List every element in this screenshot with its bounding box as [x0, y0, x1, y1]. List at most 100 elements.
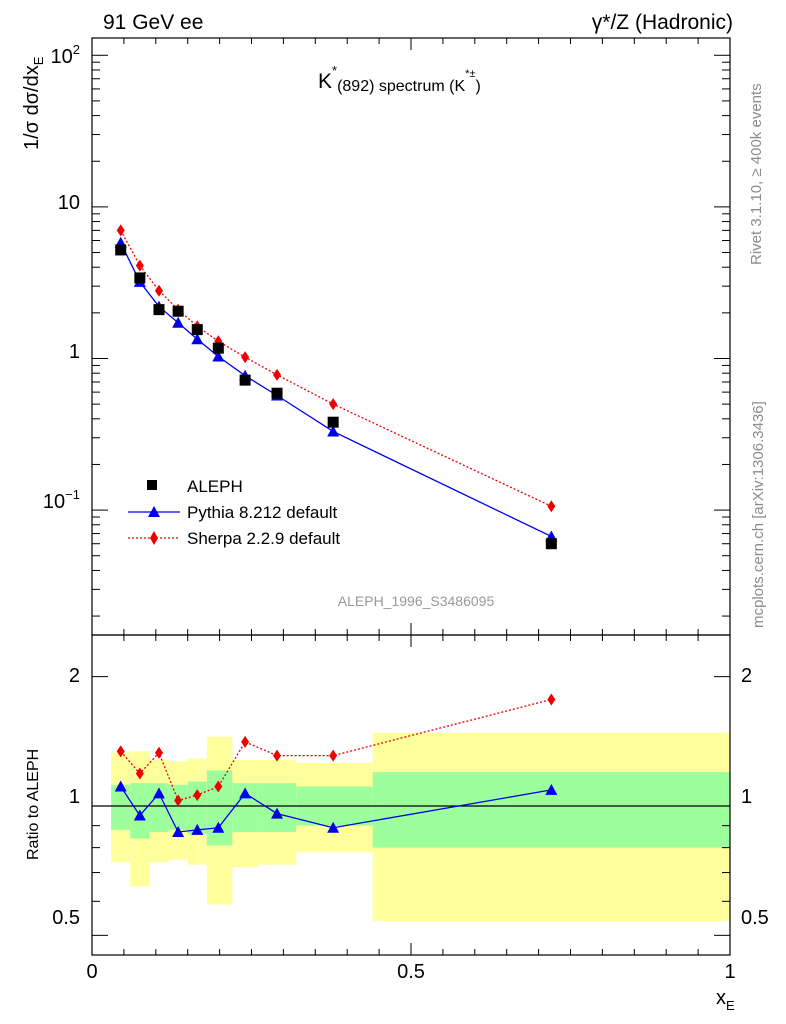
main-sherpa-point-7 [273, 368, 282, 381]
main-ytick-label-1: 1 [69, 341, 80, 363]
ratio-ytick-label-2-right: 2 [741, 665, 752, 687]
main-sherpa-point-0 [116, 224, 125, 237]
ratio-pythia-point-4 [191, 823, 204, 835]
main-ytick-100-exp: 2 [73, 42, 80, 57]
xtick-label-0: 0 [86, 961, 97, 983]
ratio-y-axis-title: Ratio to ALEPH [25, 749, 42, 860]
title-mid: (892) spectrum (K [337, 78, 465, 95]
mcplots-label: mcplots.cern.ch [arXiv:1306.3436] [750, 401, 767, 628]
main-series [114, 224, 558, 550]
header-left-label: 91 GeV ee [103, 11, 203, 34]
ratio-pythia-line [120, 786, 552, 833]
xtick-label-1: 1 [724, 961, 735, 983]
x-axis-title-sub: E [726, 998, 735, 1013]
legend: ALEPH Pythia 8.212 default Sherpa 2.2.9 … [128, 477, 340, 548]
legend-sherpa-marker [150, 531, 158, 545]
main-panel: K*(892) spectrum (K*±) ALEPH_1996_S34860… [21, 37, 731, 636]
ratio-sherpa-point-3 [174, 794, 183, 807]
uncertainty-band-inner-4 [187, 781, 207, 835]
legend-sherpa-label: Sherpa 2.2.9 default [187, 529, 340, 548]
ratio-sherpa-line [120, 698, 552, 802]
ratio-ytick-label-1-right: 1 [741, 786, 752, 808]
ratio-frame [91, 634, 731, 956]
main-aleph-point-1 [134, 272, 146, 284]
main-ticks [91, 38, 731, 635]
header-right-label: γ*/Z (Hadronic) [592, 11, 733, 34]
ratio-sherpa-point-8 [329, 749, 338, 762]
main-sherpa-line [120, 230, 552, 507]
ratio-pythia-point-5 [212, 821, 225, 833]
title-end: ) [475, 78, 480, 95]
chart-title: K*(892) spectrum (K*±) [318, 63, 481, 95]
main-aleph-point-3 [172, 305, 184, 317]
ratio-ytick-label-0.5-right: 0.5 [741, 907, 769, 929]
main-aleph-point-6 [239, 374, 251, 386]
ratio-pythia-point-7 [271, 807, 284, 819]
ratio-ytick-label-1-left: 1 [69, 786, 80, 808]
xtick-label-0.5: 0.5 [397, 961, 425, 983]
analysis-watermark: ALEPH_1996_S3486095 [338, 593, 495, 609]
ratio-uncertainty-bands [111, 732, 730, 921]
main-y-axis-title-sub: E [31, 56, 46, 65]
legend-pythia-label: Pythia 8.212 default [187, 503, 338, 522]
main-aleph-point-9 [545, 538, 557, 550]
rivet-label: Rivet 3.1.10, ≥ 400k events [748, 83, 765, 265]
ratio-pythia-point-0 [114, 780, 127, 792]
main-sherpa-point-8 [329, 398, 338, 411]
ratio-pythia-point-2 [152, 787, 165, 799]
legend-pythia-marker [148, 506, 160, 517]
main-pythia-point-8 [327, 425, 340, 437]
ratio-ytick-label-0.5-left: 0.5 [52, 907, 80, 929]
legend-aleph-marker [147, 480, 157, 490]
main-pythia-point-3 [172, 316, 185, 328]
legend-aleph-label: ALEPH [187, 477, 243, 496]
main-sherpa-point-6 [241, 351, 250, 364]
uncertainty-band-inner-3 [168, 784, 188, 830]
main-ytick-0.1-base: 10 [43, 491, 65, 513]
title-base: K [318, 70, 332, 93]
uncertainty-band-inner-9 [372, 771, 730, 848]
uncertainty-band-inner-2 [149, 783, 169, 832]
main-aleph-point-5 [212, 342, 224, 354]
uncertainty-band-inner-5 [206, 770, 233, 846]
main-y-axis-title: 1/σ dσ/dxE [21, 56, 46, 150]
ratio-sherpa-point-1 [135, 767, 144, 780]
main-pythia-line [120, 242, 552, 538]
ratio-sherpa-point-9 [547, 693, 556, 706]
main-aleph-point-4 [191, 324, 203, 336]
main-pythia-point-5 [212, 350, 225, 362]
ratio-pythia-point-8 [327, 821, 340, 833]
main-ytick-label-10: 10 [58, 192, 80, 214]
ratio-sherpa-point-4 [193, 789, 202, 802]
main-pythia-point-4 [191, 333, 204, 345]
title-star: * [332, 63, 337, 78]
ratio-ytick-label-2-left: 2 [69, 665, 80, 687]
ratio-sherpa-point-0 [116, 745, 125, 758]
main-ytick-label-100: 102 [51, 42, 80, 68]
main-y-axis-title-base: 1/σ dσ/dx [21, 65, 43, 150]
ratio-sherpa-point-2 [154, 746, 163, 759]
x-axis-title-base: x [716, 987, 726, 1009]
main-ytick-0.1-exp: −1 [65, 487, 80, 502]
ratio-pythia-point-3 [172, 825, 185, 837]
main-aleph-point-0 [115, 244, 127, 256]
ratio-pythia-point-9 [545, 783, 558, 795]
ratio-series [114, 693, 558, 837]
ratio-pythia-point-6 [239, 787, 252, 799]
x-axis-title: xE [716, 987, 735, 1013]
uncertainty-band-inner-0 [111, 784, 131, 830]
title-sup: *± [465, 68, 475, 80]
uncertainty-band-inner-7 [257, 783, 297, 832]
ratio-sherpa-point-7 [273, 749, 282, 762]
main-ytick-label-0.1: 10−1 [43, 487, 80, 513]
main-aleph-point-7 [271, 387, 283, 399]
ratio-sherpa-point-5 [214, 780, 223, 793]
main-sherpa-point-1 [135, 259, 144, 272]
main-ytick-100-base: 10 [51, 46, 73, 68]
main-aleph-point-2 [153, 304, 165, 316]
main-aleph-point-8 [327, 416, 339, 428]
ratio-sherpa-point-6 [241, 735, 250, 748]
ratio-pythia-point-1 [133, 809, 146, 821]
main-sherpa-point-9 [547, 500, 556, 513]
